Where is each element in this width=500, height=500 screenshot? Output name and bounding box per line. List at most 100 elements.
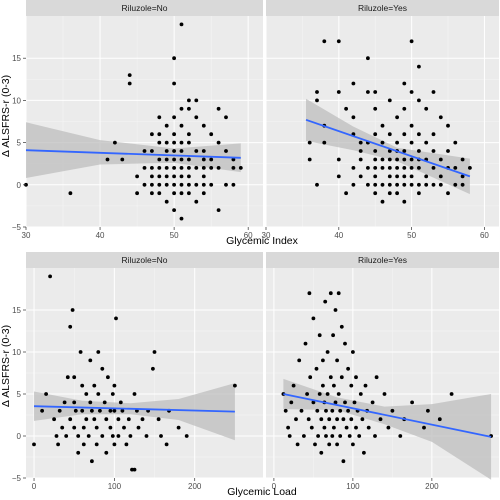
data-point [112,383,117,388]
data-point [231,157,236,162]
confidence-band [306,98,470,195]
data-point [172,81,177,86]
data-point [380,199,385,204]
data-point [311,316,316,321]
data-point [351,442,355,447]
data-point [373,182,378,187]
x-axis-title-bottom: Glycemic Load [227,486,297,498]
data-point [366,90,370,94]
data-point [187,166,191,170]
data-point [395,115,399,120]
data-point [70,308,75,312]
strip-background [26,0,263,16]
data-point [402,81,407,86]
data-point [460,182,465,187]
x-tick-label: 60 [480,231,489,240]
data-point [344,106,348,111]
data-point [187,191,191,196]
data-point [438,157,443,162]
data-point [328,375,333,380]
data-point [409,90,414,94]
data-point [295,442,300,447]
data-point [344,425,349,430]
data-point [132,467,137,472]
data-point [179,157,184,162]
data-point [179,140,184,145]
data-point [417,132,421,137]
data-point [319,450,324,455]
data-point [62,400,67,405]
data-point [431,182,436,187]
data-point [453,166,458,170]
data-point [286,425,290,430]
data-point [84,392,89,396]
data-point [424,182,429,187]
facet-gi-riluzole-no: Riluzole=No −5 0 5 10 15 30 40 50 60 [12,0,263,240]
data-point [315,90,319,94]
data-point [331,333,335,338]
data-point [184,434,189,438]
data-point [164,149,169,153]
data-point [330,408,335,413]
data-point [327,442,332,447]
data-point [409,182,414,187]
y-tick-label: 10 [12,96,21,105]
data-point [176,425,181,430]
data-point [299,408,304,413]
data-point [409,166,414,170]
data-point [233,383,237,388]
data-point [132,392,137,396]
data-point [373,106,378,111]
data-point [387,149,392,153]
data-point [126,417,131,422]
data-point [80,383,85,388]
data-point [387,191,392,196]
data-point [322,39,327,44]
data-point [417,191,421,196]
data-point [194,149,199,153]
data-point [172,191,177,196]
data-point [363,383,368,388]
data-point [402,106,407,111]
data-point [100,366,105,371]
data-point [319,417,324,422]
data-point [216,208,221,213]
data-point [54,434,59,438]
data-point [314,366,319,371]
data-point [201,123,206,128]
data-point [409,123,414,128]
data-point [410,400,414,405]
strip-background [266,252,499,268]
data-point [100,434,105,438]
data-point [297,358,302,363]
data-point [104,417,109,422]
data-point [424,140,429,145]
data-point [402,149,407,153]
data-point [124,442,129,447]
strip-label: Riluzole=Yes [358,3,407,13]
data-point [110,392,115,396]
data-point [179,149,184,153]
data-point [142,166,147,170]
data-point [224,182,228,187]
data-point [351,350,355,354]
data-point [354,375,358,380]
data-point [315,408,320,413]
data-point [352,400,357,405]
data-point [52,417,56,422]
data-point [118,400,123,405]
data-point [358,392,363,396]
data-point [409,157,414,162]
data-point [157,166,162,170]
data-point [90,459,94,464]
data-point [224,149,228,153]
data-point [108,408,113,413]
data-point [417,98,421,103]
data-point [308,375,313,380]
data-point [72,425,77,430]
data-point [358,174,363,179]
data-point [387,132,392,137]
data-point [151,366,155,371]
data-point [72,375,77,380]
row-glycemic-index: Δ ALSFRS-r (0-3) Riluzole=No −5 0 5 10 15 30 4… [0,0,499,247]
